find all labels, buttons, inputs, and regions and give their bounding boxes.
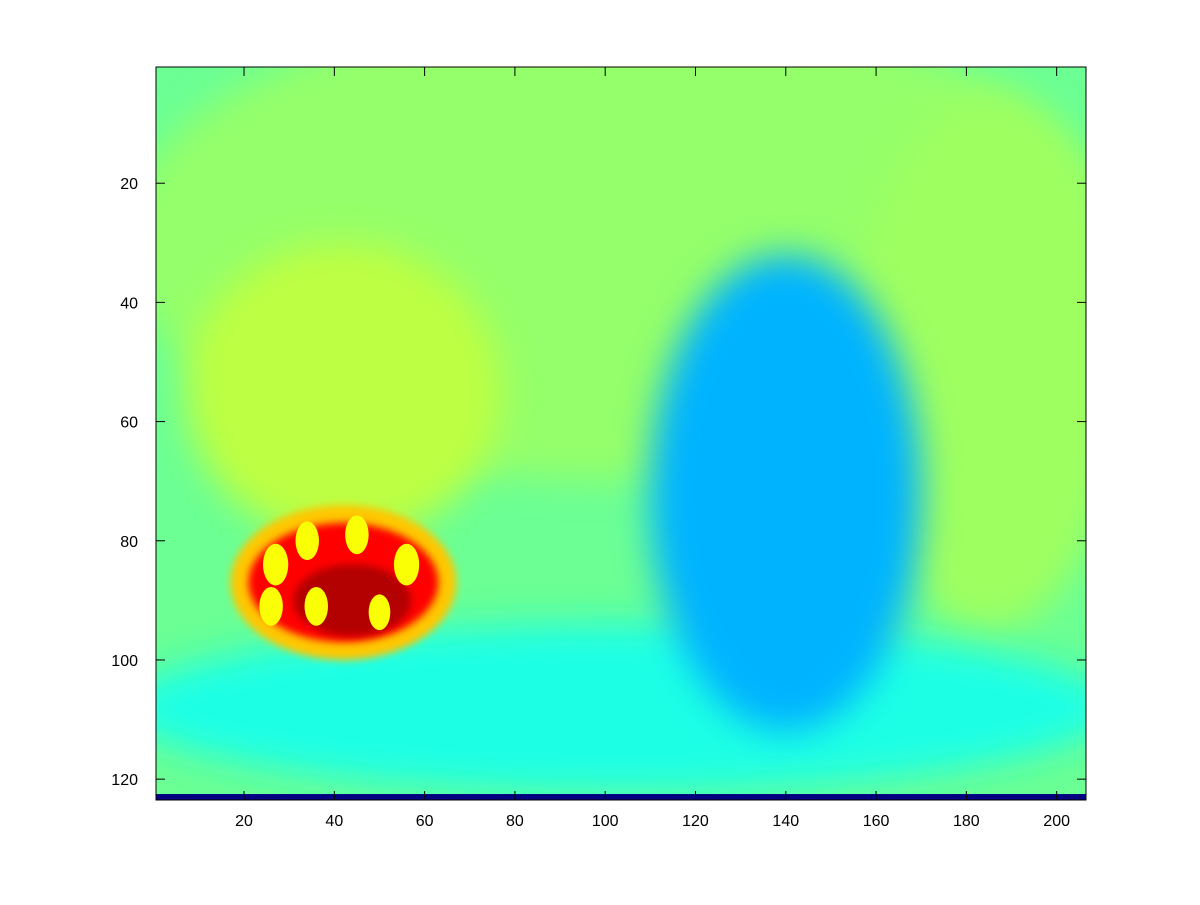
heatmap-spot-1 <box>262 543 289 586</box>
y-tick-label: 80 <box>120 534 138 551</box>
x-tick-label: 60 <box>416 813 434 830</box>
x-tick-label: 20 <box>235 813 253 830</box>
heatmap-spot-3 <box>345 515 369 555</box>
heatmap-bottom-row <box>156 794 1086 800</box>
y-tick-label: 60 <box>120 415 138 432</box>
plot-frame <box>155 66 1087 801</box>
y-tick-label: 100 <box>111 653 138 670</box>
y-tick-label: 120 <box>111 772 138 789</box>
heatmap-region-lower-band <box>156 624 1086 792</box>
y-tick-label: 20 <box>120 176 138 193</box>
heatmap-region-butterfly <box>650 254 922 732</box>
heatmap-spot-5 <box>259 586 283 626</box>
heatmap-spot-6 <box>304 586 329 626</box>
heatmap-image <box>156 67 1086 800</box>
axis-ticks: 20 40 60 80 100 120 140 160 180 200 20 40 60 80 100 120 <box>111 67 1086 830</box>
x-tick-label: 120 <box>682 813 709 830</box>
x-tick-label: 40 <box>325 813 343 830</box>
heatmap-region-left-glow <box>185 242 502 541</box>
x-tick-label: 200 <box>1043 813 1070 830</box>
heatmap-spot-2 <box>295 521 319 561</box>
heatmap-spot-4 <box>393 543 420 586</box>
x-tick-label: 180 <box>953 813 980 830</box>
x-tick-label: 160 <box>863 813 890 830</box>
x-tick-label: 100 <box>592 813 619 830</box>
heatmap-spot-7 <box>368 594 391 631</box>
x-tick-label: 140 <box>772 813 799 830</box>
x-tick-label: 80 <box>506 813 524 830</box>
y-tick-label: 40 <box>120 295 138 312</box>
